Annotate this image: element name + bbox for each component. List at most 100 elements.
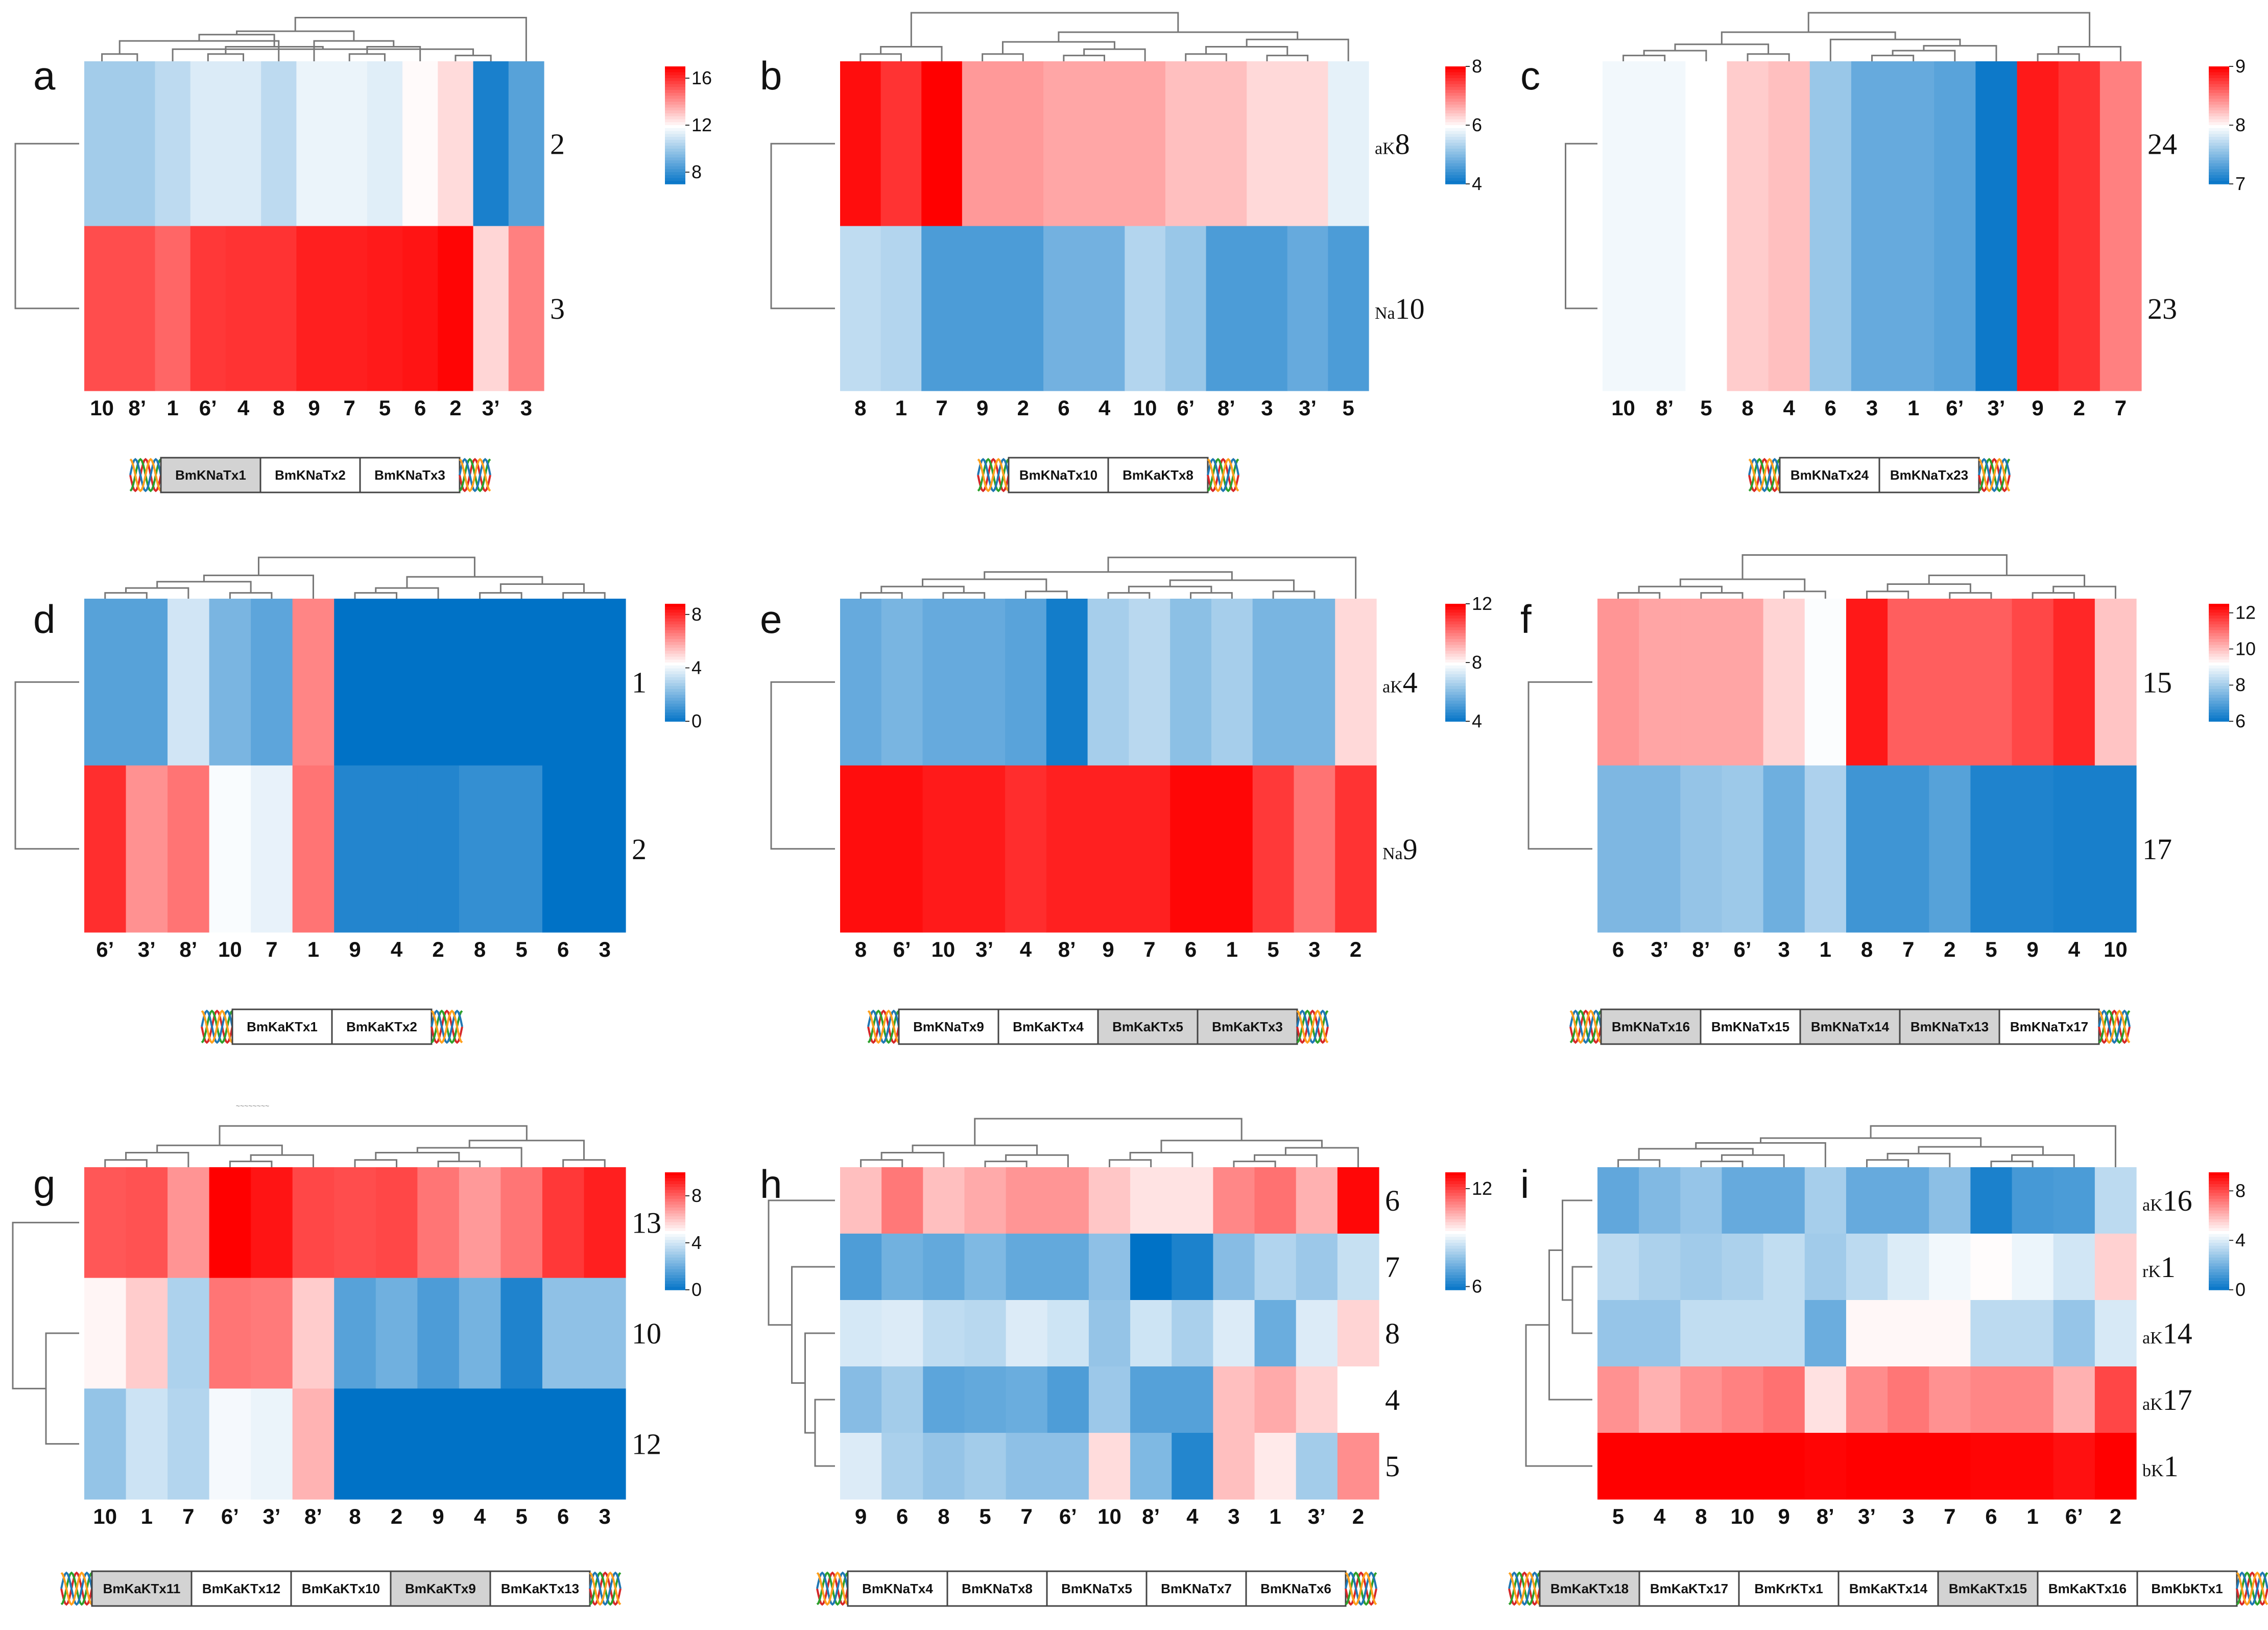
gene-cluster: BmKNaTx10 BmKaKTx8 xyxy=(977,457,1239,493)
gene-box xyxy=(1998,1008,2100,1045)
colorbar-segment xyxy=(1445,119,1466,123)
heatmap-cell xyxy=(1088,1167,1131,1234)
heatmap-cell xyxy=(1680,1234,1723,1301)
colorbar-segment xyxy=(2209,604,2229,607)
colorbar-segment xyxy=(1445,1172,1466,1176)
colorbar-segment xyxy=(1445,1208,1466,1211)
column-label: 3 xyxy=(1866,396,1878,420)
heatmap-cell xyxy=(296,226,332,391)
gene-cluster: BmKNaTx16 BmKNaTx15 BmKNaTx14 BmKNaTx13 BmKN… xyxy=(1569,1008,2131,1045)
heatmap-cell xyxy=(1254,1433,1297,1500)
panel-letter: a xyxy=(33,53,56,98)
colorbar-segment xyxy=(665,119,685,123)
heatmap-cell xyxy=(542,1388,585,1500)
colorbar-segment xyxy=(1445,706,1466,710)
heatmap-cell xyxy=(542,1278,585,1389)
row-label: 5 xyxy=(1385,1450,1400,1483)
gene-box xyxy=(91,1570,193,1607)
column-label: 3 xyxy=(599,937,611,961)
colorbar-segment xyxy=(1445,131,1466,135)
row-label-prefix: Na xyxy=(1375,304,1395,323)
column-label: 9 xyxy=(2032,396,2043,420)
colorbar-segment xyxy=(1445,134,1466,137)
heatmap-cell xyxy=(1804,1300,1847,1367)
colorbar-segment xyxy=(665,1175,685,1179)
colorbar-segment xyxy=(1445,665,1466,669)
heatmap-cell xyxy=(881,1167,923,1234)
colorbar-segment xyxy=(1445,78,1466,82)
heatmap-cell xyxy=(1002,226,1044,391)
colorbar-segment xyxy=(1445,181,1466,184)
column-label: 10 xyxy=(1097,1504,1121,1528)
column-label: 1 xyxy=(307,937,319,961)
row-label: 4 xyxy=(1385,1383,1400,1416)
dendrogram-branch xyxy=(1284,1147,1359,1167)
column-label: 7 xyxy=(2115,396,2127,420)
heatmap-cell xyxy=(1328,61,1369,227)
heatmap-cell xyxy=(334,1167,376,1279)
column-label: 3 xyxy=(599,1504,611,1528)
heatmap-cell xyxy=(2058,226,2100,391)
row-label: Na9 xyxy=(1382,833,1418,866)
dendrogram-branch xyxy=(984,1161,1028,1167)
colorbar-segment xyxy=(665,143,685,147)
heatmap-cell xyxy=(1685,226,1728,391)
heatmap-cell xyxy=(923,1300,965,1367)
heatmap-cell xyxy=(840,599,882,766)
colorbar-segment xyxy=(665,642,685,646)
heatmap-cell xyxy=(922,599,964,766)
heatmap-cell xyxy=(2012,1167,2054,1234)
colorbar-segment xyxy=(1445,122,1466,126)
heatmap-cell xyxy=(1763,1366,1805,1433)
heatmap-cell xyxy=(1893,226,1935,391)
column-label: 3’ xyxy=(138,937,156,961)
dna-helix-icon xyxy=(977,458,1010,492)
gene-label: BmKNaTx9 xyxy=(913,1019,984,1034)
heatmap-cell xyxy=(1002,61,1044,227)
column-label: 8’ xyxy=(1217,396,1235,420)
heatmap-cell xyxy=(923,1366,965,1433)
heatmap-cell xyxy=(251,1167,293,1279)
dendrogram-branch xyxy=(1190,592,1233,599)
heatmap-cell xyxy=(1247,226,1288,391)
colorbar-segment xyxy=(665,78,685,82)
column-label: 6’ xyxy=(893,937,911,961)
colorbar-tick-label: 4 xyxy=(1472,711,1482,731)
heatmap-cell xyxy=(1328,226,1369,391)
row-label-prefix: rK xyxy=(2142,1262,2161,1281)
dendrogram-branch xyxy=(479,592,522,599)
column-label: 3 xyxy=(1902,1504,1914,1528)
colorbar-segment xyxy=(665,677,685,681)
heatmap-cell xyxy=(84,61,120,227)
colorbar-segment xyxy=(2209,612,2229,616)
heatmap-cell xyxy=(1294,599,1335,766)
gene-box xyxy=(1539,1570,1640,1607)
dna-helix-icon xyxy=(1978,458,2011,492)
colorbar-segment xyxy=(1445,72,1466,76)
heatmap-cell xyxy=(168,765,210,933)
colorbar-segment xyxy=(1445,677,1466,681)
heatmap-cell xyxy=(1213,1300,1255,1367)
heatmap-cell xyxy=(1722,765,1764,933)
heatmap-cell xyxy=(292,1388,335,1500)
colorbar: 8 6 4 xyxy=(1445,56,1482,194)
heatmap-cell xyxy=(1929,1433,1971,1500)
colorbar-tick-label: 8 xyxy=(691,604,702,625)
colorbar-segment xyxy=(1445,627,1466,631)
heatmap-cell xyxy=(1129,599,1171,766)
colorbar-segment xyxy=(1445,618,1466,622)
row-label: 15 xyxy=(2142,666,2172,699)
colorbar-segment xyxy=(1445,107,1466,111)
colorbar-segment xyxy=(2209,642,2229,646)
dendrogram-branch xyxy=(1109,1159,1152,1167)
column-label: 6 xyxy=(1058,396,1069,420)
dendrogram-branch xyxy=(1871,55,1915,61)
colorbar-segment xyxy=(1445,99,1466,102)
colorbar-segment xyxy=(2209,134,2229,137)
colorbar-segment xyxy=(1445,656,1466,660)
heatmap-cell xyxy=(1846,1433,1888,1500)
heatmap-cell xyxy=(964,1167,1007,1234)
gene-label: BmKaKTx14 xyxy=(1849,1581,1928,1596)
column-label: 2 xyxy=(1352,1504,1364,1528)
